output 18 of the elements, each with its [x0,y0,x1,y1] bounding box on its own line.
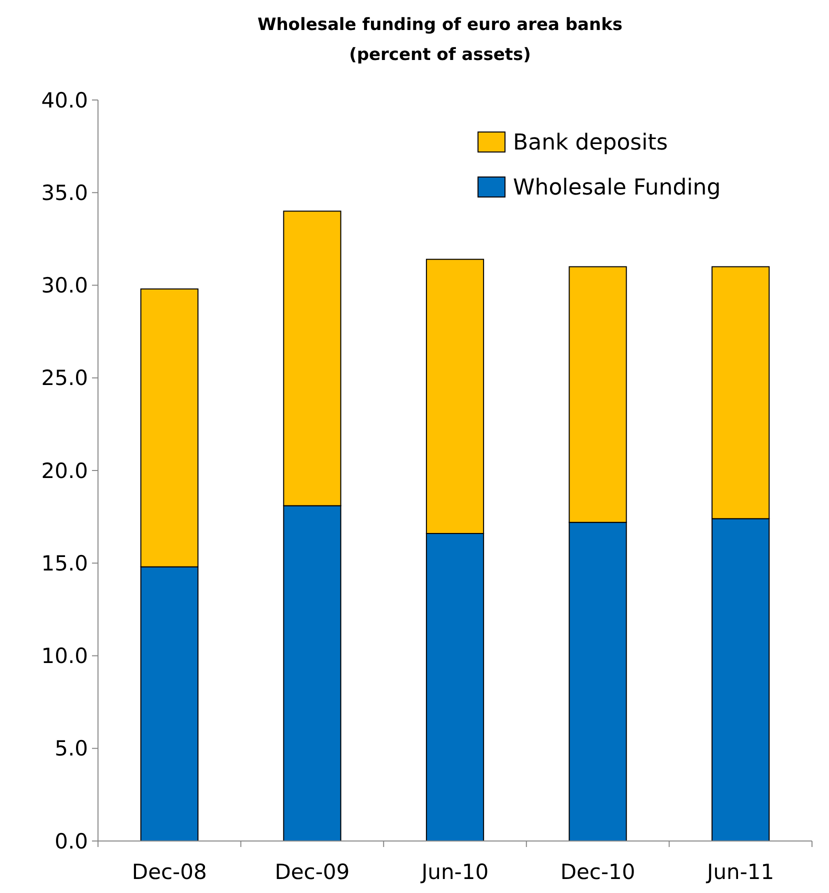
x-tick-label: Jun-10 [419,860,489,884]
chart-subtitle: (percent of assets) [349,45,531,65]
legend-label: Bank deposits [513,130,668,156]
legend-label: Wholesale Funding [513,176,721,201]
x-tick-label: Jun-11 [705,860,774,884]
y-tick-label: 0.0 [54,829,88,854]
y-tick-label: 5.0 [54,736,88,761]
y-tick-label: 10.0 [41,644,88,668]
y-tick-label: 40.0 [41,88,88,112]
x-tick-label: Dec-09 [274,860,350,884]
y-tick-label: 20.0 [41,458,88,483]
y-tick-label: 15.0 [41,551,88,576]
x-tick-label: Dec-08 [132,860,207,884]
y-tick-label: 25.0 [41,366,88,390]
y-tick-label: 30.0 [41,274,88,298]
x-tick-label: Dec-10 [560,860,636,884]
y-tick-label: 35.0 [41,180,88,205]
chart-title: Wholesale funding of euro area banks [257,15,623,35]
